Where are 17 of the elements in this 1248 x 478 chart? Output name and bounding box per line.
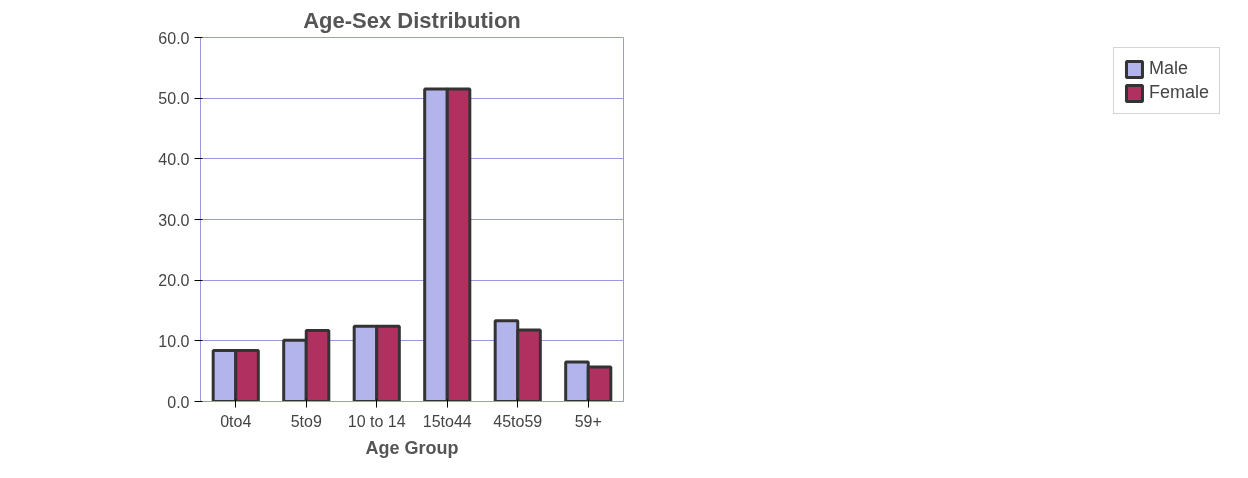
legend-label: Female [1148, 82, 1209, 103]
chart-title: Age-Sex Distribution [303, 7, 521, 33]
y-tick-label: 0.0 [167, 393, 190, 411]
y-tick-label: 20.0 [158, 272, 190, 290]
y-tick-label: 50.0 [158, 90, 190, 108]
y-tick-label: 40.0 [158, 150, 190, 168]
y-tick-label: 30.0 [158, 211, 190, 229]
x-tick-label: 10 to 14 [347, 412, 406, 430]
y-tick-label: 10.0 [158, 332, 190, 350]
x-tick-label: 45to59 [493, 412, 543, 430]
x-tick-label: 59+ [574, 412, 602, 430]
y-tick-label: 60.0 [158, 29, 190, 47]
legend-label: Male [1148, 58, 1188, 79]
x-tick-label: 15to44 [422, 412, 472, 430]
x-tick-label: 0to4 [220, 412, 252, 430]
x-axis-title: Age Group [365, 437, 459, 458]
x-tick-label: 5to9 [290, 412, 322, 430]
